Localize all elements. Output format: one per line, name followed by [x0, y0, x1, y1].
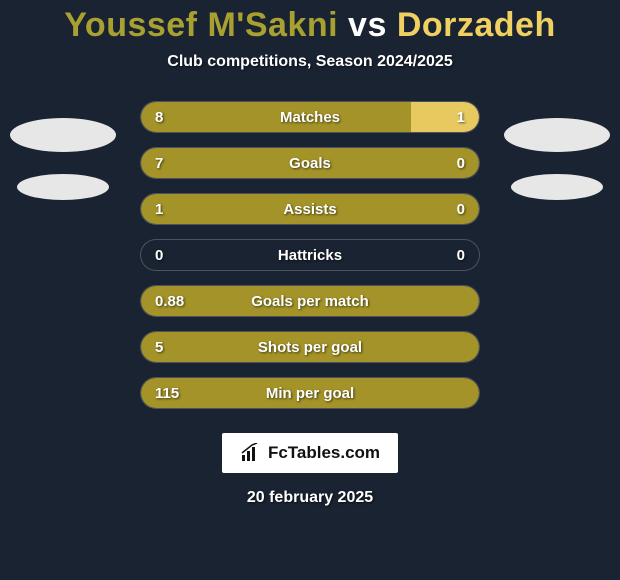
stat-row: 81Matches: [140, 101, 480, 133]
stat-row: 5Shots per goal: [140, 331, 480, 363]
stat-label: Min per goal: [141, 378, 479, 408]
branding-badge: FcTables.com: [222, 433, 398, 473]
stats-list: 81Matches 70Goals 10Assists 00Hattricks 0.88…: [140, 101, 480, 409]
stat-row: 0.88Goals per match: [140, 285, 480, 317]
player2-name: Dorzadeh: [397, 6, 556, 44]
player1-club-halo: [17, 174, 109, 200]
stat-label: Assists: [141, 194, 479, 224]
player2-avatar-group: [504, 118, 610, 200]
stat-label: Hattricks: [141, 240, 479, 270]
player2-avatar-halo: [504, 118, 610, 152]
vs-separator: vs: [348, 6, 387, 44]
stat-label: Goals per match: [141, 286, 479, 316]
stat-row: 115Min per goal: [140, 377, 480, 409]
stat-row: 00Hattricks: [140, 239, 480, 271]
player1-name: Youssef M'Sakni: [64, 6, 338, 44]
player1-avatar-halo: [10, 118, 116, 152]
stat-row: 70Goals: [140, 147, 480, 179]
stat-label: Matches: [141, 102, 479, 132]
branding-text: FcTables.com: [268, 443, 380, 463]
stat-label: Shots per goal: [141, 332, 479, 362]
snapshot-date: 20 february 2025: [0, 489, 620, 507]
comparison-title: Youssef M'Sakni vs Dorzadeh: [0, 0, 620, 45]
player2-club-halo: [511, 174, 603, 200]
stat-label: Goals: [141, 148, 479, 178]
stat-row: 10Assists: [140, 193, 480, 225]
chart-icon: [240, 443, 262, 463]
subtitle: Club competitions, Season 2024/2025: [0, 53, 620, 71]
player1-avatar-group: [10, 118, 116, 200]
